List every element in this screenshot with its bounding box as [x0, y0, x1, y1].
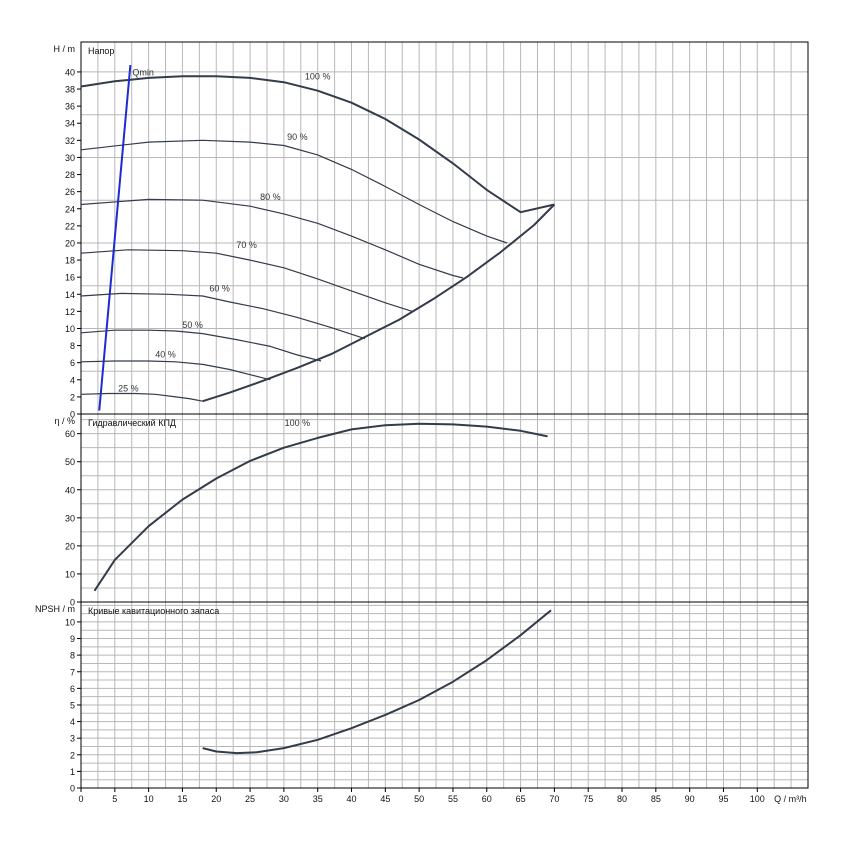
y-tick-label: 10 [65, 569, 75, 579]
y-tick-label: 38 [65, 85, 75, 95]
y-tick-label: 18 [65, 256, 75, 266]
qmin-line [98, 64, 132, 411]
curve-limit [202, 609, 552, 755]
curve-label: 60 % [209, 283, 230, 293]
curve-label: 100 % [305, 71, 331, 81]
y-tick-label: 6 [70, 684, 75, 694]
x-tick-label: 25 [245, 794, 255, 804]
curve-100pct [93, 422, 548, 592]
panel-title: Кривые кавитационного запаса [88, 606, 219, 616]
x-tick-label: 80 [617, 794, 627, 804]
y-tick-label: 9 [70, 634, 75, 644]
x-tick-label: 0 [78, 794, 83, 804]
x-tick-label: 5 [112, 794, 117, 804]
x-tick-label: 65 [516, 794, 526, 804]
y-tick-label: 1 [70, 767, 75, 777]
y-tick-label: 40 [65, 67, 75, 77]
y-tick-label: 34 [65, 119, 75, 129]
curve-label: 50 % [182, 320, 203, 330]
x-tick-label: 75 [583, 794, 593, 804]
x-tick-label: 40 [347, 794, 357, 804]
y-tick-label: 32 [65, 136, 75, 146]
y-tick-label: 16 [65, 273, 75, 283]
panel-frame [80, 601, 809, 789]
qmin-label: Qmin [132, 67, 154, 77]
y-tick-label: 8 [70, 651, 75, 661]
y-tick-label: 10 [65, 324, 75, 334]
y-tick-label: 2 [70, 392, 75, 402]
y-tick-label: 7 [70, 667, 75, 677]
x-tick-label: 90 [685, 794, 695, 804]
curve-label: 100 % [285, 418, 311, 428]
x-axis-label: Q / m³/h [774, 794, 807, 804]
curve-25pct [80, 392, 203, 402]
curve-limit [202, 203, 556, 403]
curve-label: 40 % [155, 349, 176, 359]
y-tick-label: 5 [70, 700, 75, 710]
y-tick-label: 24 [65, 204, 75, 214]
curve-40pct [80, 360, 271, 381]
panel-title: Гидравлический КПД [88, 418, 176, 428]
x-tick-label: 85 [651, 794, 661, 804]
curve-label: 25 % [118, 383, 139, 393]
curve-70pct [80, 249, 413, 312]
y-tick-label: 4 [70, 717, 75, 727]
y-tick-label: 36 [65, 102, 75, 112]
y-tick-label: 60 [65, 429, 75, 439]
y-tick-label: 10 [65, 617, 75, 627]
x-tick-label: 10 [144, 794, 154, 804]
y-tick-label: 2 [70, 750, 75, 760]
y-tick-label: 14 [65, 290, 75, 300]
y-tick-label: 40 [65, 485, 75, 495]
curve-label: 70 % [236, 240, 257, 250]
y-tick-label: 22 [65, 221, 75, 231]
x-tick-label: 100 [750, 794, 765, 804]
x-tick-label: 45 [380, 794, 390, 804]
y-tick-label: 30 [65, 513, 75, 523]
y-tick-label: 20 [65, 238, 75, 248]
x-tick-label: 55 [448, 794, 458, 804]
curve-90pct [80, 139, 508, 244]
x-tick-label: 30 [279, 794, 289, 804]
y-tick-label: 28 [65, 170, 75, 180]
y-axis-label: η / % [54, 416, 75, 426]
y-tick-label: 6 [70, 358, 75, 368]
curve-80pct [80, 198, 464, 279]
y-tick-label: 20 [65, 541, 75, 551]
y-tick-label: 4 [70, 375, 75, 385]
panel-title: Напор [88, 46, 114, 56]
y-axis-label: NPSH / m [35, 604, 75, 614]
y-tick-label: 0 [70, 784, 75, 794]
y-tick-label: 30 [65, 153, 75, 163]
x-tick-label: 35 [313, 794, 323, 804]
y-tick-label: 3 [70, 734, 75, 744]
x-tick-label: 15 [177, 794, 187, 804]
y-tick-label: 50 [65, 457, 75, 467]
x-tick-label: 60 [482, 794, 492, 804]
curve-label: 80 % [260, 192, 281, 202]
y-tick-label: 8 [70, 341, 75, 351]
curve-label: 90 % [287, 132, 308, 142]
x-tick-label: 50 [414, 794, 424, 804]
y-axis-label: H / m [54, 44, 76, 54]
x-tick-label: 20 [211, 794, 221, 804]
y-tick-label: 12 [65, 307, 75, 317]
curve-60pct [80, 292, 366, 340]
y-tick-label: 26 [65, 187, 75, 197]
y-tick-label: 0 [70, 410, 75, 420]
curve-50pct [80, 329, 322, 362]
y-tick-label: 0 [70, 598, 75, 608]
panel-frame [80, 41, 809, 415]
x-tick-label: 95 [718, 794, 728, 804]
curve-100pct [80, 75, 555, 214]
x-tick-label: 70 [549, 794, 559, 804]
